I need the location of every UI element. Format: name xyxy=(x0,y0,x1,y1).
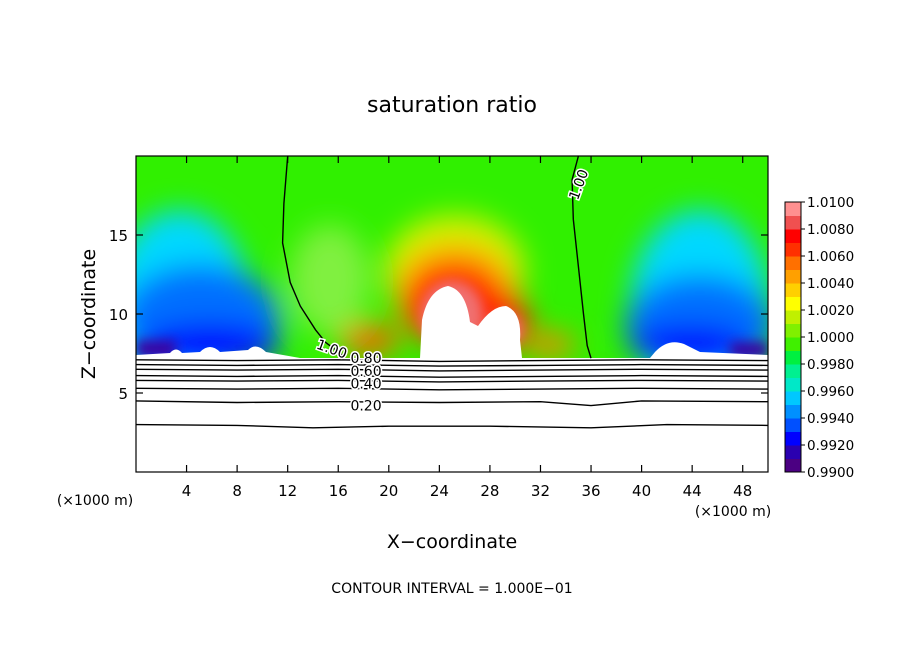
x-axis-unit-right: (×1000 m) xyxy=(695,504,771,520)
x-tick-label: 36 xyxy=(581,482,600,500)
colorbar-swatch xyxy=(785,337,801,351)
x-tick-label: 32 xyxy=(531,482,550,500)
x-axis-unit-left: (×1000 m) xyxy=(57,493,133,509)
contour-interval-note: CONTOUR INTERVAL = 1.000E−01 xyxy=(331,581,572,597)
colorbar-label: 1.0020 xyxy=(807,303,854,319)
colorbar-swatch xyxy=(785,391,801,405)
x-axis: 4 8 12 16 20 24 28 32 36 40 44 48 xyxy=(182,156,752,500)
colorbar-swatch xyxy=(785,364,801,378)
colorbar-label: 0.9980 xyxy=(807,357,854,373)
colorbar: 1.0100 1.0080 1.0060 1.0040 1.0020 1.0000 0.99… xyxy=(784,195,854,481)
colorbar-swatch xyxy=(785,377,801,392)
x-tick-label: 8 xyxy=(232,482,242,500)
x-axis-label: X−coordinate xyxy=(387,531,517,553)
contour-line xyxy=(571,155,592,359)
x-tick-label: 12 xyxy=(278,482,297,500)
contour-line xyxy=(135,423,769,429)
colorbar-swatch xyxy=(785,404,801,419)
colorbar-swatch xyxy=(785,202,801,216)
colorbar-label: 1.0080 xyxy=(807,222,854,238)
colorbar-swatch xyxy=(785,296,801,311)
x-tick-label: 24 xyxy=(430,482,449,500)
colorbar-swatch xyxy=(785,445,801,459)
colorbar-swatch xyxy=(785,431,801,446)
colorbar-swatch xyxy=(785,310,801,324)
heatmap-field xyxy=(136,156,768,472)
colorbar-swatch xyxy=(785,350,801,365)
contour-line xyxy=(135,374,769,378)
contour-lines xyxy=(135,155,769,429)
contour-line xyxy=(135,359,769,363)
x-tick-label: 44 xyxy=(683,482,702,500)
colorbar-swatch xyxy=(785,323,801,338)
x-tick-label: 20 xyxy=(379,482,398,500)
colorbar-label: 1.0000 xyxy=(807,330,854,346)
colorbar-swatch xyxy=(785,229,801,243)
contour-line xyxy=(135,400,769,407)
contour-label: 0.80 xyxy=(350,351,381,367)
colorbar-label: 1.0040 xyxy=(807,276,854,292)
y-axis: 5 10 15 xyxy=(109,227,768,403)
colorbar-label: 0.9920 xyxy=(807,438,854,454)
contour-line xyxy=(281,155,346,358)
x-tick-label: 4 xyxy=(182,482,192,500)
y-tick-label: 5 xyxy=(118,385,128,403)
y-tick-label: 15 xyxy=(109,227,128,245)
x-tick-label: 28 xyxy=(480,482,499,500)
colorbar-label: 0.9960 xyxy=(807,384,854,400)
colorbar-label: 0.9940 xyxy=(807,411,854,427)
colorbar-swatch xyxy=(785,269,801,284)
y-axis-label: Z−coordinate xyxy=(78,249,100,379)
colorbar-swatch xyxy=(785,215,801,230)
colorbar-swatch xyxy=(785,256,801,270)
colorbar-swatch xyxy=(785,242,801,257)
x-tick-label: 48 xyxy=(733,482,752,500)
chart-title: saturation ratio xyxy=(367,93,537,118)
colorbar-label: 1.0060 xyxy=(807,249,854,265)
colorbar-label: 1.0100 xyxy=(807,195,854,211)
y-tick-label: 10 xyxy=(109,306,128,324)
colorbar-swatch xyxy=(785,418,801,432)
contour-line xyxy=(135,363,769,367)
contour-line xyxy=(135,387,769,391)
colorbar-label: 0.9900 xyxy=(807,465,854,481)
x-tick-label: 16 xyxy=(329,482,348,500)
colorbar-swatch xyxy=(785,283,801,297)
contour-line xyxy=(135,379,769,383)
contour-label: 0.20 xyxy=(350,399,381,415)
x-tick-label: 40 xyxy=(632,482,651,500)
contour-label: 0.40 xyxy=(350,377,381,393)
contour-line xyxy=(135,368,769,372)
colorbar-swatch xyxy=(785,458,801,473)
contour-label: 0.60 xyxy=(350,364,381,380)
